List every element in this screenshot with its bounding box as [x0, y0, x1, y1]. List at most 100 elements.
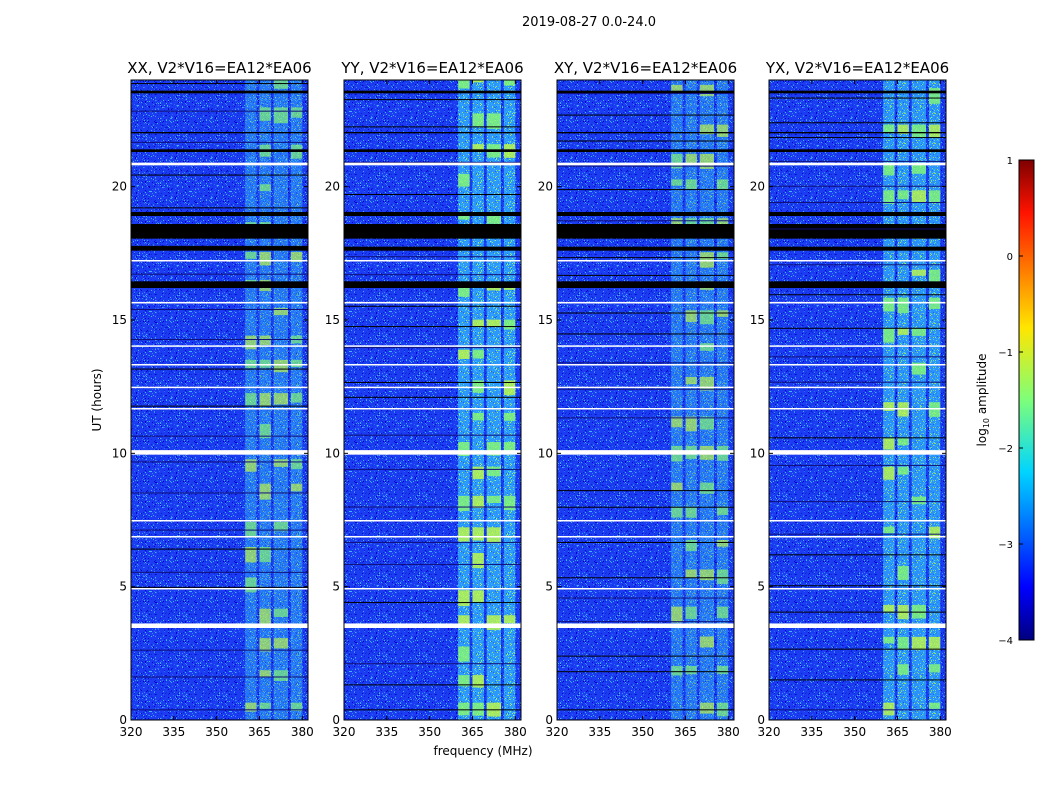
- flagged-line-dark: [557, 220, 734, 222]
- flagged-line-dark: [344, 231, 521, 233]
- rfi-patch: [458, 173, 470, 187]
- flagged-row-black: [557, 149, 734, 152]
- flagged-row-white: [769, 623, 946, 628]
- flagged-row-white: [769, 450, 946, 455]
- x-tick-label: 335: [162, 725, 185, 739]
- flagged-row-white: [131, 345, 308, 347]
- rfi-patch: [716, 218, 729, 229]
- flagged-row-white: [769, 345, 946, 347]
- flagged-line-dark: [131, 368, 308, 370]
- x-tick-label: 350: [843, 725, 866, 739]
- flagged-row-black: [131, 132, 308, 134]
- rfi-patch: [911, 190, 927, 203]
- x-tick-label: 365: [674, 725, 697, 739]
- y-tick-label: 5: [757, 580, 765, 594]
- flagged-row-black: [344, 149, 521, 152]
- flagged-row-black: [131, 281, 308, 288]
- y-tick-label: 10: [750, 446, 765, 460]
- colorbar-tick-label: 0: [1007, 252, 1013, 263]
- rfi-patch: [928, 664, 941, 673]
- panel-frame: [343, 79, 522, 721]
- rfi-patch: [472, 466, 484, 480]
- rfi-patch: [245, 459, 257, 472]
- flagged-line-dark: [769, 228, 946, 230]
- rfi-patch: [897, 566, 909, 580]
- flagged-row-white: [769, 162, 946, 166]
- flagged-row-black: [769, 90, 946, 94]
- rfi-patch: [486, 319, 502, 327]
- rfi-patch: [897, 328, 909, 335]
- flagged-line-dark: [131, 586, 308, 588]
- rfi-patch: [883, 466, 895, 480]
- rfi-patch: [716, 665, 729, 674]
- rfi-patch: [911, 269, 927, 276]
- rfi-patch: [486, 466, 502, 477]
- rfi-patch: [290, 107, 303, 118]
- rfi-patch: [928, 402, 941, 417]
- flagged-row-white: [131, 301, 308, 304]
- rfi-patch: [245, 335, 257, 350]
- panel-title: XX, V2*V16=EA12*EA06: [127, 59, 311, 77]
- panel-xx: XX, V2*V16=EA12*EA06 320 335 350 365 380 0 5 10 1…: [112, 59, 314, 739]
- flagged-line-dark: [557, 597, 734, 599]
- rfi-patch: [472, 319, 484, 327]
- x-tick-label: 380: [291, 725, 314, 739]
- rfi-patch: [458, 527, 470, 542]
- rfi-patch: [472, 590, 484, 602]
- flagged-line-dark: [131, 709, 308, 711]
- rfi-patch: [883, 526, 895, 534]
- y-tick-label: 20: [325, 180, 340, 194]
- flagged-line-dark: [769, 97, 946, 99]
- panel-title: XY, V2*V16=EA12*EA06: [554, 59, 737, 77]
- rfi-patch: [883, 604, 895, 612]
- flagged-row-black: [131, 224, 308, 239]
- x-tick-label: 350: [418, 725, 441, 739]
- rfi-patch: [671, 482, 683, 492]
- rfi-patch: [486, 527, 502, 544]
- rfi-patch: [671, 179, 683, 186]
- rfi-subband: [458, 80, 470, 720]
- flagged-row-white: [131, 162, 308, 166]
- flagged-line-dark: [131, 174, 308, 176]
- rfi-patch: [671, 606, 683, 623]
- flagged-line-dark: [131, 649, 308, 651]
- rfi-patch: [259, 546, 271, 563]
- flagged-line-dark: [131, 548, 308, 550]
- rfi-patch: [472, 675, 484, 688]
- colorbar-tick-label: 1: [1007, 156, 1013, 167]
- flagged-line-dark: [131, 435, 308, 437]
- y-tick-label: 5: [119, 580, 127, 594]
- flagged-line-dark: [344, 347, 521, 349]
- flagged-row-black: [344, 212, 521, 216]
- rfi-patch: [716, 540, 729, 547]
- flagged-line-dark: [769, 294, 946, 296]
- flagged-line-dark: [769, 585, 946, 587]
- panel-image: [131, 80, 308, 720]
- flagged-line-dark: [344, 305, 521, 307]
- rfi-patch: [458, 283, 470, 297]
- flagged-line-dark: [769, 185, 946, 187]
- rfi-patch: [245, 251, 257, 259]
- rfi-patch: [245, 393, 257, 406]
- rfi-patch: [458, 349, 470, 359]
- rfi-patch: [699, 569, 715, 581]
- rfi-patch: [897, 636, 909, 650]
- figure-suptitle: 2019-08-27 0.0-24.0: [522, 15, 656, 30]
- rfi-patch: [897, 297, 909, 314]
- rfi-patch: [245, 521, 257, 537]
- panel-yx: YX, V2*V16=EA12*EA06 320 335 350 365 380 0 5 10 1…: [750, 59, 952, 739]
- x-tick-label: 335: [800, 725, 823, 739]
- rfi-patch: [911, 362, 927, 375]
- flagged-row-black: [344, 281, 521, 288]
- flagged-row-white: [557, 364, 734, 366]
- rfi-patch: [259, 423, 271, 439]
- flagged-line-dark: [769, 464, 946, 466]
- x-tick-label: 320: [758, 725, 781, 739]
- rfi-patch: [897, 466, 909, 475]
- flagged-line-dark: [557, 541, 734, 543]
- flagged-line-dark: [131, 461, 308, 463]
- rfi-patch: [486, 495, 502, 503]
- flagged-row-black: [131, 149, 308, 152]
- rfi-patch: [290, 483, 303, 492]
- flagged-line-dark: [131, 676, 308, 678]
